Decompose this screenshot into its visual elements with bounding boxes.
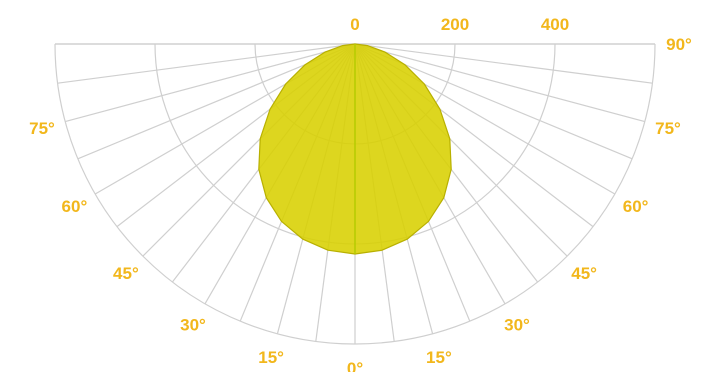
radial-tick-label: 200 bbox=[441, 15, 469, 34]
series-layer bbox=[258, 43, 452, 255]
labels-layer: 0 200 400 75° 60° 45° 30° 15° 0° 15° 30° 45° 60° 75° 9… bbox=[29, 15, 692, 372]
angle-label: 45° bbox=[113, 264, 139, 283]
angle-label: 30° bbox=[504, 316, 530, 335]
grid-spoke bbox=[65, 43, 356, 123]
angle-label: 0° bbox=[347, 359, 363, 372]
grid-ring bbox=[54, 43, 656, 345]
angle-label: 75° bbox=[655, 119, 681, 138]
angle-label: 45° bbox=[571, 264, 597, 283]
angle-label: 15° bbox=[426, 348, 452, 367]
angle-label: 75° bbox=[29, 119, 55, 138]
radial-tick-label: 400 bbox=[541, 15, 569, 34]
grid-spoke bbox=[354, 43, 653, 84]
angle-label: 60° bbox=[623, 197, 649, 216]
angle-label: 30° bbox=[180, 316, 206, 335]
angle-label: 15° bbox=[258, 348, 284, 367]
angle-label: 90° bbox=[666, 35, 692, 54]
angle-label: 60° bbox=[62, 197, 88, 216]
grid-spoke bbox=[354, 43, 645, 123]
grid-spoke bbox=[57, 43, 356, 84]
radial-tick-label: 0 bbox=[350, 15, 359, 34]
